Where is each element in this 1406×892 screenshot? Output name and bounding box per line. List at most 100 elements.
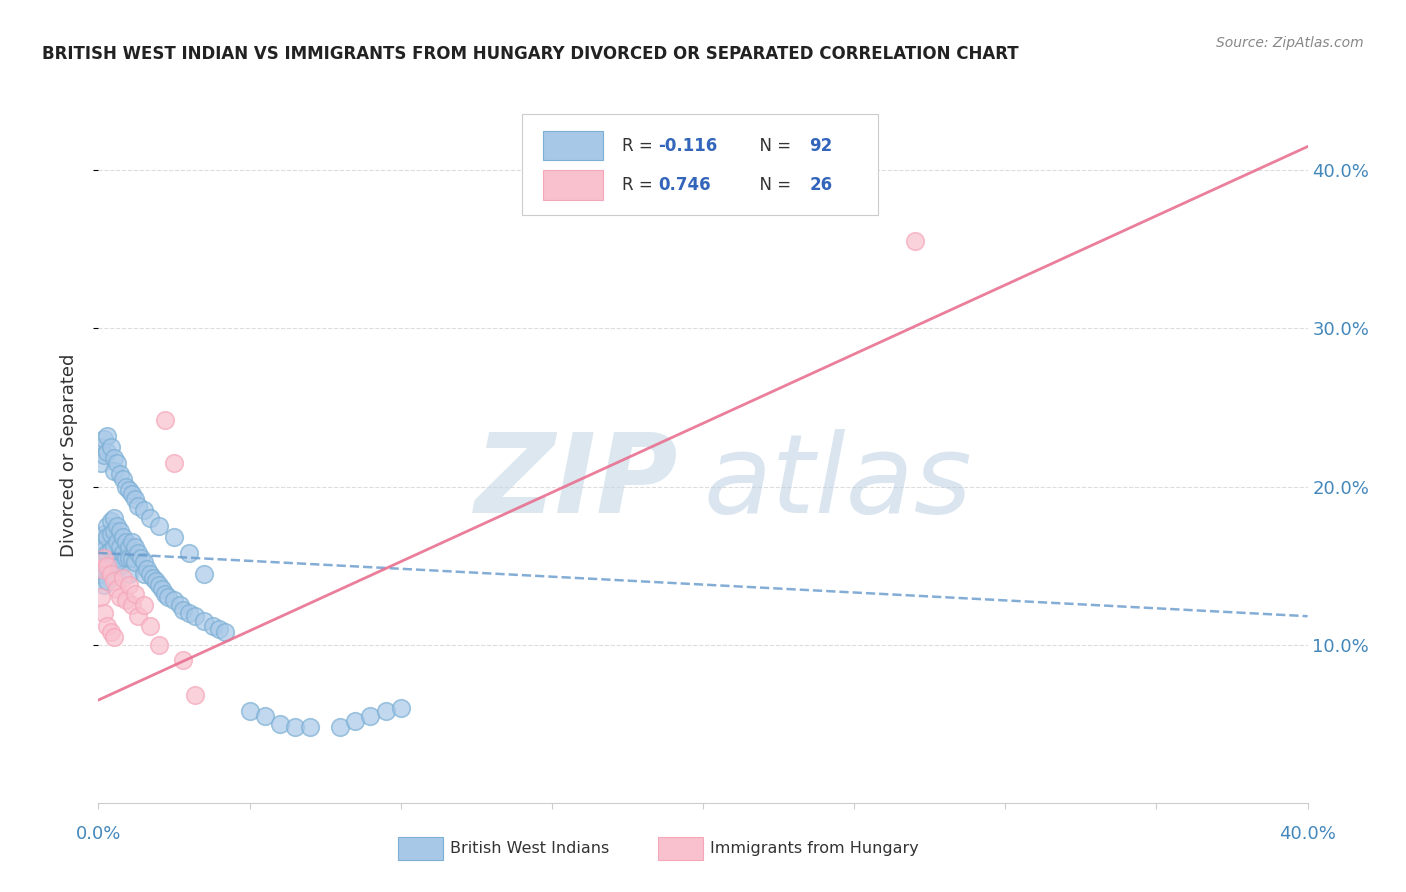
Point bbox=[121, 550, 143, 565]
Y-axis label: Divorced or Separated: Divorced or Separated bbox=[59, 353, 77, 557]
Point bbox=[90, 591, 112, 605]
Point bbox=[135, 562, 157, 576]
Point bbox=[96, 444, 118, 458]
Point bbox=[96, 618, 118, 632]
Point bbox=[100, 440, 122, 454]
Point bbox=[269, 716, 291, 731]
Point bbox=[132, 556, 155, 570]
Point bbox=[153, 587, 176, 601]
Text: 92: 92 bbox=[810, 136, 832, 154]
Point bbox=[103, 574, 125, 589]
Point bbox=[139, 618, 162, 632]
Point bbox=[96, 530, 118, 544]
FancyBboxPatch shape bbox=[543, 170, 603, 200]
Point bbox=[127, 499, 149, 513]
Text: 40.0%: 40.0% bbox=[1279, 825, 1336, 843]
Point bbox=[100, 527, 122, 541]
Point bbox=[103, 556, 125, 570]
Text: ZIP: ZIP bbox=[475, 429, 679, 536]
Point bbox=[103, 451, 125, 466]
Point bbox=[121, 534, 143, 549]
Point bbox=[103, 511, 125, 525]
Point bbox=[129, 550, 152, 565]
Point bbox=[145, 574, 167, 589]
Point bbox=[90, 562, 112, 576]
Text: 0.0%: 0.0% bbox=[76, 825, 121, 843]
Point bbox=[202, 618, 225, 632]
Text: atlas: atlas bbox=[703, 429, 972, 536]
Point bbox=[103, 464, 125, 478]
Point bbox=[193, 614, 215, 628]
Point bbox=[253, 708, 276, 723]
Point bbox=[214, 625, 236, 640]
Text: Immigrants from Hungary: Immigrants from Hungary bbox=[710, 841, 918, 855]
Point bbox=[105, 582, 128, 597]
Point bbox=[904, 235, 927, 249]
Point bbox=[105, 550, 128, 565]
Text: 26: 26 bbox=[810, 176, 832, 194]
Point bbox=[299, 720, 322, 734]
Text: 0.746: 0.746 bbox=[658, 176, 711, 194]
Point bbox=[100, 566, 122, 581]
Point bbox=[118, 577, 141, 591]
Point bbox=[169, 598, 191, 612]
Point bbox=[172, 603, 194, 617]
Point bbox=[148, 577, 170, 591]
Point bbox=[184, 688, 207, 702]
Point bbox=[142, 571, 165, 585]
FancyBboxPatch shape bbox=[522, 114, 879, 215]
Point bbox=[114, 550, 136, 565]
Point bbox=[239, 704, 262, 718]
Point bbox=[163, 593, 186, 607]
Point bbox=[150, 582, 173, 597]
Point bbox=[90, 456, 112, 470]
Point bbox=[93, 527, 115, 541]
Point bbox=[148, 638, 170, 652]
Text: N =: N = bbox=[749, 176, 796, 194]
Point bbox=[105, 456, 128, 470]
Point bbox=[139, 511, 162, 525]
Point bbox=[108, 558, 131, 573]
Point bbox=[90, 440, 112, 454]
Point bbox=[132, 598, 155, 612]
Text: Source: ZipAtlas.com: Source: ZipAtlas.com bbox=[1216, 36, 1364, 50]
Point bbox=[118, 483, 141, 497]
Point bbox=[344, 714, 367, 728]
Point bbox=[90, 550, 112, 565]
Point bbox=[105, 534, 128, 549]
Point bbox=[148, 519, 170, 533]
Point bbox=[193, 566, 215, 581]
Point bbox=[103, 540, 125, 554]
Point bbox=[127, 609, 149, 624]
Point bbox=[124, 556, 146, 570]
Point bbox=[284, 720, 307, 734]
Point bbox=[111, 571, 134, 585]
Text: BRITISH WEST INDIAN VS IMMIGRANTS FROM HUNGARY DIVORCED OR SEPARATED CORRELATION: BRITISH WEST INDIAN VS IMMIGRANTS FROM H… bbox=[42, 45, 1019, 62]
Point bbox=[100, 514, 122, 528]
Point bbox=[127, 546, 149, 560]
Point bbox=[124, 587, 146, 601]
Point bbox=[96, 429, 118, 443]
Point bbox=[153, 413, 176, 427]
Point bbox=[103, 524, 125, 538]
Point bbox=[121, 598, 143, 612]
Point bbox=[108, 591, 131, 605]
Point bbox=[114, 534, 136, 549]
Point bbox=[139, 566, 162, 581]
Point bbox=[163, 456, 186, 470]
Point bbox=[156, 591, 179, 605]
Point bbox=[121, 487, 143, 501]
Point bbox=[93, 562, 115, 576]
Point bbox=[114, 479, 136, 493]
Point bbox=[93, 542, 115, 557]
Point bbox=[118, 550, 141, 565]
Point bbox=[96, 574, 118, 589]
Point bbox=[172, 653, 194, 667]
Point bbox=[103, 630, 125, 644]
Point bbox=[93, 550, 115, 565]
Point bbox=[111, 546, 134, 560]
Point bbox=[96, 546, 118, 560]
Point bbox=[100, 558, 122, 573]
Point bbox=[108, 467, 131, 481]
Point bbox=[93, 550, 115, 565]
